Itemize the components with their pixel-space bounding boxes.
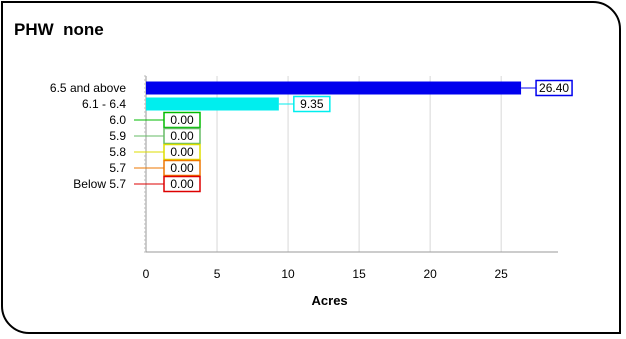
- data-label-box: [535, 79, 573, 97]
- y-category-label: 5.7: [109, 161, 126, 175]
- data-label-box: [163, 159, 201, 177]
- x-tick-label: 15: [352, 267, 366, 281]
- data-label: 0.00: [170, 161, 194, 175]
- x-axis-title: Acres: [312, 293, 348, 308]
- data-label-box: [163, 127, 201, 145]
- y-category-label: 6.5 and above: [50, 81, 126, 95]
- data-labels: 26.40 9.35 0.00 0.00 0.00 0.00 0.00: [134, 79, 573, 193]
- tick-labels: 0 5 10 15 20 25 6.5 and above 6.1 - 6.4 6.0 5.9 5.…: [50, 81, 508, 281]
- data-label: 0.00: [170, 177, 194, 191]
- bars: [146, 81, 522, 111]
- data-label: 9.35: [300, 97, 324, 111]
- chart-title: PHW none: [14, 20, 104, 39]
- x-tick-label: 5: [214, 267, 221, 281]
- data-label-box: [293, 95, 331, 113]
- data-label: 26.40: [539, 81, 569, 95]
- y-category-label: 6.0: [109, 113, 126, 127]
- data-label: 0.00: [170, 145, 194, 159]
- bar: [146, 81, 522, 95]
- data-label-box: [163, 111, 201, 129]
- data-label: 0.00: [170, 129, 194, 143]
- y-category-label: 5.8: [109, 145, 126, 159]
- x-tick-label: 0: [143, 267, 150, 281]
- x-tick-label: 10: [281, 267, 295, 281]
- y-category-label: 6.1 - 6.4: [82, 97, 126, 111]
- x-tick-label: 25: [494, 267, 508, 281]
- chart-panel: [1, 1, 621, 334]
- data-label: 0.00: [170, 113, 194, 127]
- data-label-box: [163, 143, 201, 161]
- data-label-box: [163, 175, 201, 193]
- bar: [146, 97, 279, 111]
- y-category-label: Below 5.7: [73, 177, 126, 191]
- gridlines: [216, 76, 502, 252]
- x-tick-label: 20: [423, 267, 437, 281]
- y-category-label: 5.9: [109, 129, 126, 143]
